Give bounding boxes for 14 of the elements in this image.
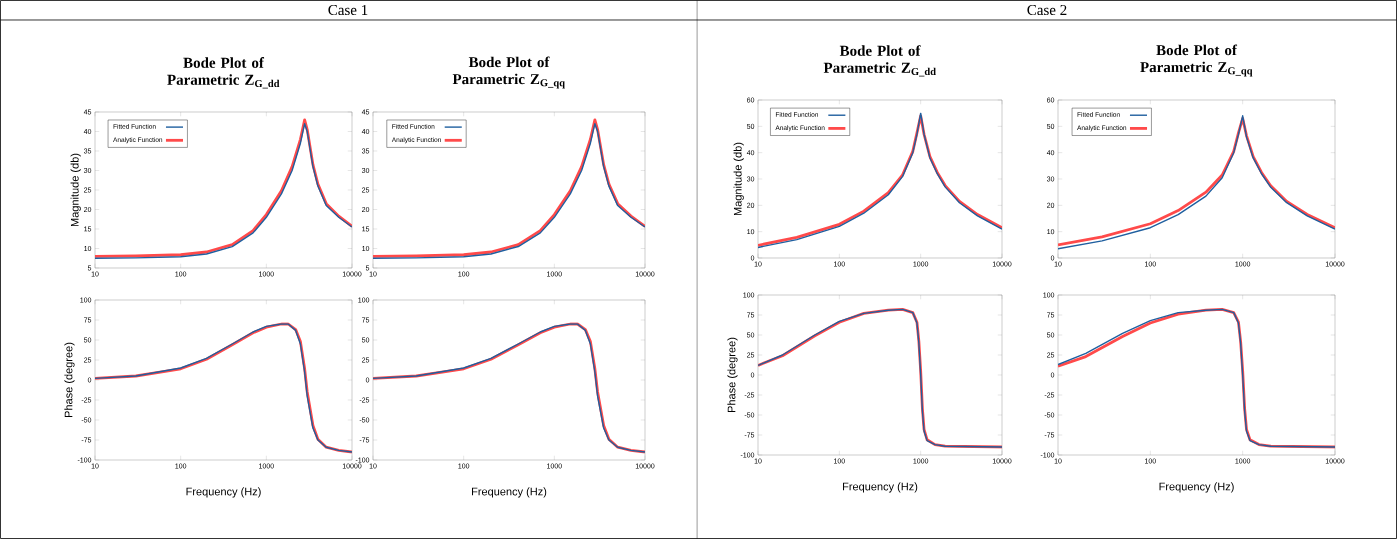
text: Case 2 [1027,4,1067,16]
x-axis-title: Frequency (Hz) [843,482,918,493]
chart-title: Bode Plot of Parametric Z$_{G_dd}$ [167,57,280,89]
y-axis-title: Magnitude (db) [733,142,744,216]
chart-title: Bode Plot of Parametric Z$_{G_dd}$ [823,45,936,77]
y-axis-title: Magnitude (db) [70,153,81,227]
chart-title: Bode Plot of Parametric Z$_{G_qq}$ [1140,44,1253,77]
text: Case 1 [328,4,368,16]
x-axis-title: Frequency (Hz) [472,487,547,498]
chart-title: Bode Plot of Parametric Z$_{G_qq}$ [452,56,565,89]
x-axis-title: Frequency (Hz) [186,487,261,498]
y-axis-title: Phase (degree) [64,342,75,417]
x-axis-title: Frequency (Hz) [1159,482,1234,493]
y-axis-title: Phase (degree) [727,337,738,412]
